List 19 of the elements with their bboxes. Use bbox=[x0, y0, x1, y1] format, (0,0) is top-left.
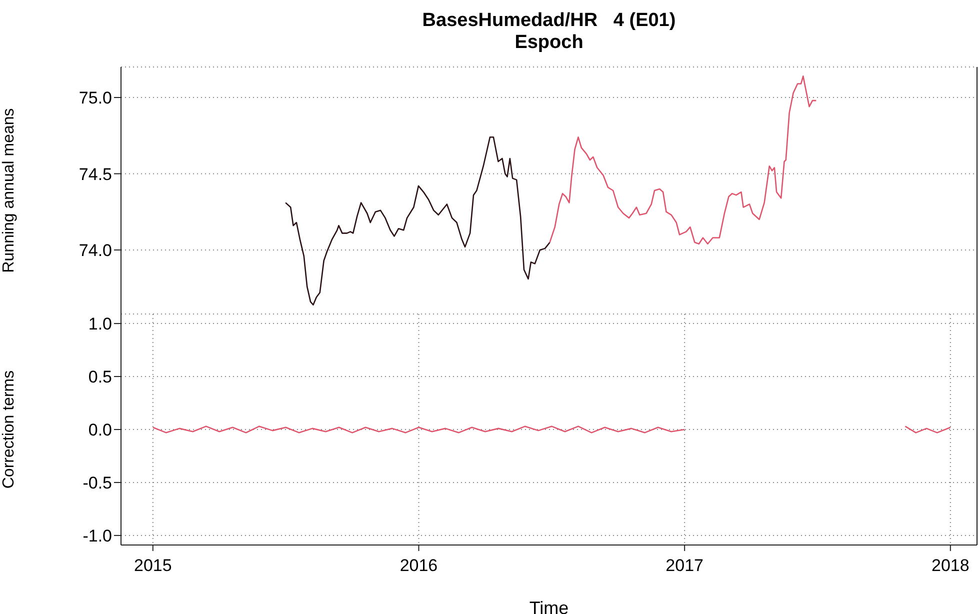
chart-title: BasesHumedad/HR 4 (E01) bbox=[421, 10, 677, 32]
x-axis-title: Time bbox=[529, 598, 569, 614]
y-tick-label: 1.0 bbox=[88, 314, 112, 334]
y-tick-label: 0.5 bbox=[88, 368, 112, 387]
y-tick-label: 74.0 bbox=[78, 241, 112, 260]
y-axis-title: Correction terms bbox=[0, 370, 18, 489]
x-tick-label: 2015 bbox=[134, 556, 172, 576]
line-series bbox=[284, 136, 550, 306]
y-tick-label: -1.0 bbox=[82, 526, 112, 546]
x-tick-label: 2016 bbox=[400, 556, 438, 576]
y-tick-label: 75.0 bbox=[78, 88, 112, 108]
line-series bbox=[549, 76, 817, 245]
x-tick-label: 2018 bbox=[932, 556, 970, 576]
chart-subtitle: Espoch bbox=[514, 32, 584, 54]
y-tick-label: 0.0 bbox=[88, 420, 112, 440]
y-tick-label: -0.5 bbox=[82, 474, 112, 493]
y-tick-label: 74.5 bbox=[78, 164, 112, 184]
x-tick-label: 2017 bbox=[666, 556, 704, 576]
y-axis-title: Running annual means bbox=[0, 108, 18, 273]
